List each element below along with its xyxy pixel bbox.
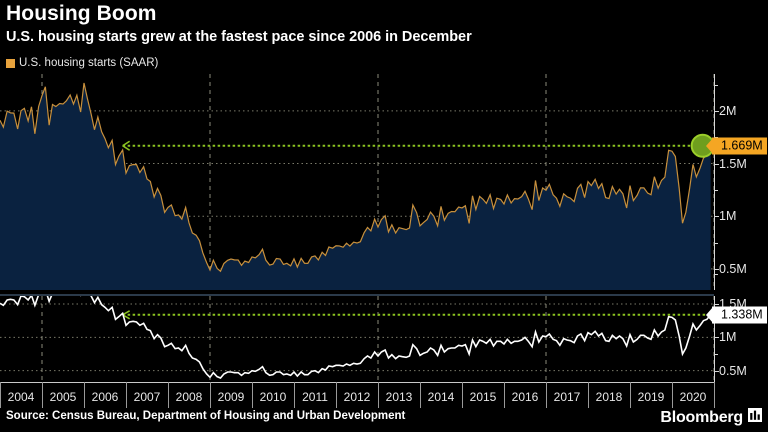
y-minor-tick-mark xyxy=(714,274,718,276)
x-tick-separator xyxy=(336,382,337,408)
y-tick-mark xyxy=(714,110,719,112)
x-tick-label: 2019 xyxy=(637,390,665,404)
x-tick-separator xyxy=(546,382,547,408)
y-minor-tick-mark xyxy=(714,242,718,244)
x-tick-separator xyxy=(0,382,1,408)
y-tick-label: 1.5M xyxy=(719,156,747,171)
y-tick-label: 0.5M xyxy=(719,363,747,378)
y-minor-tick-mark xyxy=(714,84,718,86)
x-tick-label: 2014 xyxy=(427,390,455,404)
x-tick-separator xyxy=(462,382,463,408)
x-tick-separator xyxy=(630,382,631,408)
x-tick-label: 2008 xyxy=(175,390,203,404)
x-tick-label: 2005 xyxy=(49,390,77,404)
bloomberg-brand: Bloomberg xyxy=(660,408,762,427)
main-chart-panel xyxy=(0,74,714,290)
x-tick-separator xyxy=(84,382,85,408)
x-tick-separator xyxy=(672,382,673,408)
x-tick-label: 2009 xyxy=(217,390,245,404)
value-badge-pointer-sub xyxy=(706,306,713,323)
x-tick-label: 2020 xyxy=(679,390,707,404)
x-tick-label: 2004 xyxy=(7,390,35,404)
x-tick-separator xyxy=(714,382,715,408)
y-tick-mark xyxy=(714,304,719,305)
y-axis-main xyxy=(714,74,715,290)
x-tick-label: 2011 xyxy=(302,390,328,404)
y-tick-mark xyxy=(714,370,719,372)
brand-label: Bloomberg xyxy=(660,408,743,426)
x-tick-separator xyxy=(504,382,505,408)
y-tick-mark xyxy=(714,268,719,270)
x-tick-label: 2015 xyxy=(469,390,497,404)
y-minor-tick-mark xyxy=(714,189,718,191)
legend-main: U.S. housing starts (SAAR) xyxy=(6,57,158,69)
x-tick-separator xyxy=(294,382,295,408)
x-tick-label: 2016 xyxy=(511,390,539,404)
x-tick-label: 2006 xyxy=(91,390,119,404)
x-tick-separator xyxy=(588,382,589,408)
sub-chart-panel xyxy=(0,294,714,382)
y-tick-mark xyxy=(714,337,719,339)
y-tick-label: 1M xyxy=(719,330,737,345)
y-minor-tick-mark xyxy=(714,354,718,355)
value-badge-sub: 1.338M xyxy=(712,306,767,324)
x-tick-label: 2007 xyxy=(133,390,161,404)
source-note: Source: Census Bureau, Department of Hou… xyxy=(6,410,406,422)
x-tick-separator xyxy=(378,382,379,408)
x-axis: 2004 2005 2006 2007 2008 2009 2010 2011 2012 2013… xyxy=(0,382,715,408)
y-axis-sub xyxy=(714,296,715,382)
x-tick-separator xyxy=(42,382,43,408)
square-swatch-icon xyxy=(6,58,15,68)
y-tick-label: 2M xyxy=(719,103,737,118)
y-tick-mark xyxy=(714,216,719,218)
page-subtitle: U.S. housing starts grew at the fastest … xyxy=(6,29,472,45)
x-tick-separator xyxy=(252,382,253,408)
x-tick-separator xyxy=(420,382,421,408)
x-tick-label: 2013 xyxy=(385,390,413,404)
y-tick-label: 1M xyxy=(719,209,737,224)
page-title: Housing Boom xyxy=(6,2,157,25)
legend-main-label: U.S. housing starts (SAAR) xyxy=(19,57,159,69)
value-badge-pointer-main xyxy=(706,137,713,154)
x-tick-label: 2017 xyxy=(553,390,581,404)
value-badge-main: 1.669M xyxy=(712,137,767,155)
x-tick-separator xyxy=(168,382,169,408)
x-tick-separator xyxy=(126,382,127,408)
y-tick-label: 0.5M xyxy=(719,261,747,276)
x-tick-label: 2012 xyxy=(343,390,371,404)
x-tick-label: 2010 xyxy=(259,390,287,404)
x-axis-line xyxy=(0,382,714,383)
x-tick-label: 2018 xyxy=(595,390,623,404)
y-tick-mark xyxy=(714,163,719,165)
bloomberg-logo-icon xyxy=(748,408,762,427)
x-tick-separator xyxy=(210,382,211,408)
